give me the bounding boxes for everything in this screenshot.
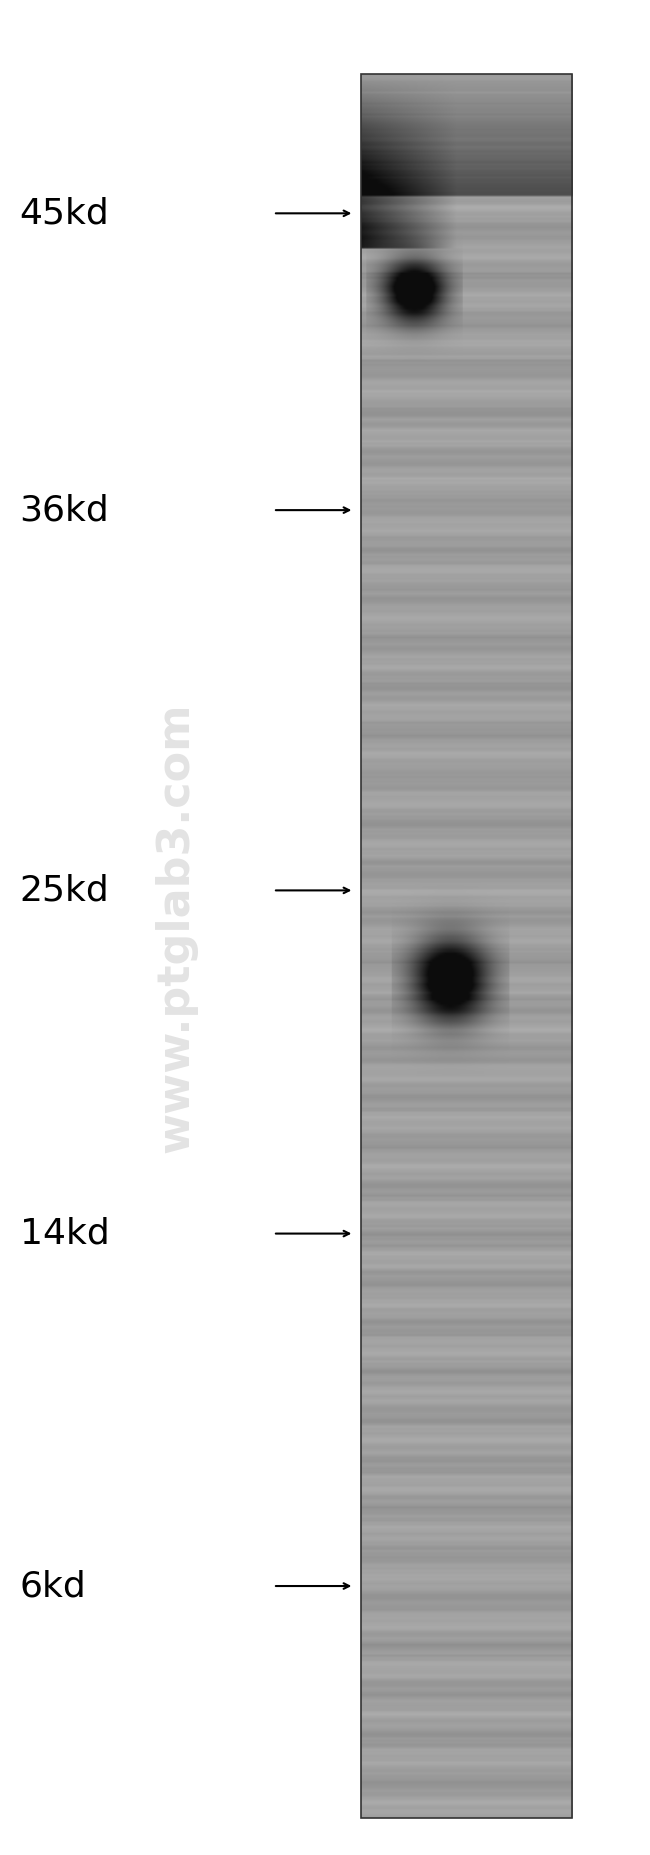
Text: 14kd: 14kd xyxy=(20,1217,109,1250)
Bar xyxy=(361,74,572,1818)
Text: www.ptglab3.com: www.ptglab3.com xyxy=(154,703,197,1152)
Text: 6kd: 6kd xyxy=(20,1569,86,1603)
Text: 25kd: 25kd xyxy=(20,874,109,907)
Text: 36kd: 36kd xyxy=(20,493,109,527)
Text: 45kd: 45kd xyxy=(20,197,109,230)
